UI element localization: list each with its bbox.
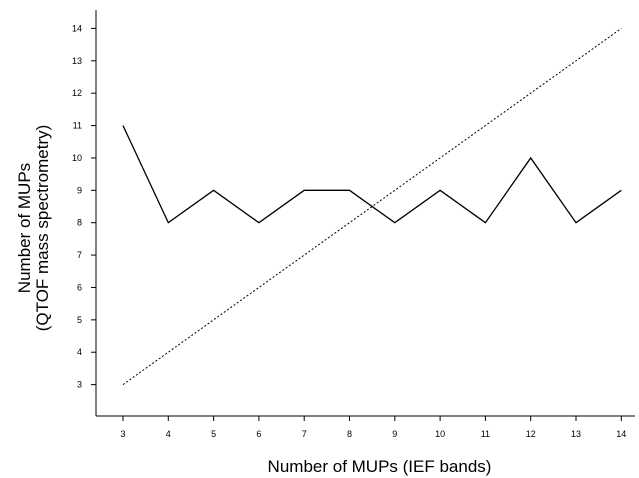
y-tick-label-10: 10	[72, 153, 82, 163]
x-tick-label-7: 7	[302, 429, 307, 439]
y-tick-label-4: 4	[77, 347, 82, 357]
x-tick-label-13: 13	[571, 429, 581, 439]
y-tick-label-8: 8	[77, 218, 82, 228]
x-tick-label-12: 12	[526, 429, 536, 439]
series-layer	[122, 28, 622, 386]
x-tick-label-4: 4	[166, 429, 171, 439]
y-axis-title-line2: (QTOF mass spectrometry)	[33, 125, 52, 332]
y-tick-label-3: 3	[77, 380, 82, 390]
x-tick-label-6: 6	[256, 429, 261, 439]
y-tick-label-6: 6	[77, 282, 82, 292]
y-tick-label-14: 14	[72, 23, 82, 33]
y-tick-label-7: 7	[77, 250, 82, 260]
x-axis-title: Number of MUPs (IEF bands)	[268, 457, 492, 476]
series-line	[122, 125, 622, 224]
y-tick-label-12: 12	[72, 88, 82, 98]
y-axis-title-line1: Number of MUPs	[15, 163, 34, 293]
y-axis-ticks: 3 4 5 6 7 8 9 10 11 12 13 14	[72, 23, 96, 390]
x-axis-ticks: 3 4 5 6 7 8 9 10 11 12 13 14	[120, 416, 626, 439]
x-tick-label-14: 14	[616, 429, 626, 439]
x-tick-label-5: 5	[211, 429, 216, 439]
x-tick-label-9: 9	[392, 429, 397, 439]
x-tick-label-10: 10	[435, 429, 445, 439]
y-tick-label-5: 5	[77, 315, 82, 325]
y-tick-label-11: 11	[73, 121, 82, 131]
y-tick-label-13: 13	[72, 56, 82, 66]
x-tick-label-8: 8	[347, 429, 352, 439]
x-tick-label-11: 11	[481, 429, 490, 439]
y-tick-label-9: 9	[77, 185, 82, 195]
x-tick-label-3: 3	[120, 429, 125, 439]
